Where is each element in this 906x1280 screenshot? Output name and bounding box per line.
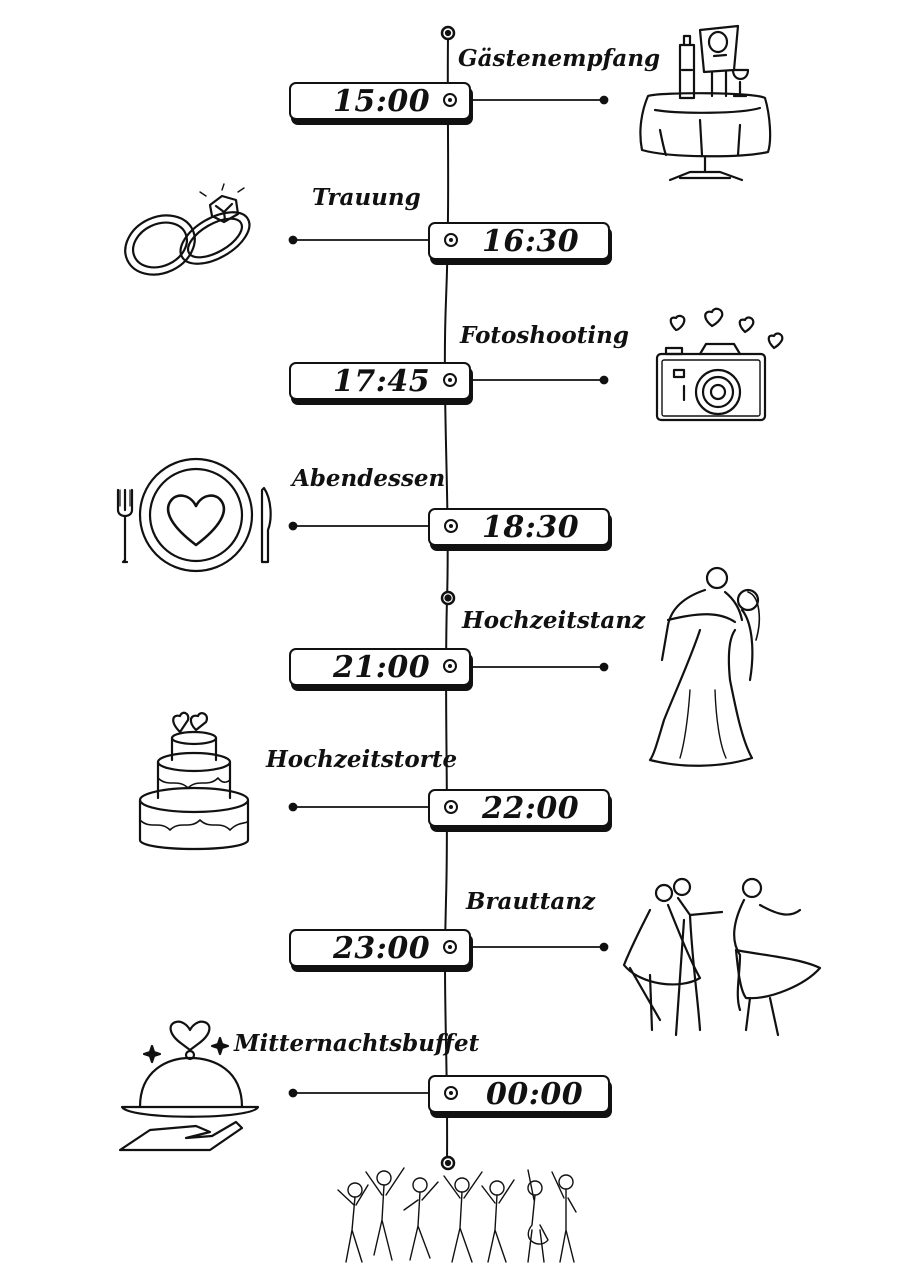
time-tag-1830: 18:30 (428, 508, 610, 546)
time-tag-2200: 22:00 (428, 789, 610, 827)
target-icon (443, 659, 457, 673)
couple-dance-icon (648, 566, 761, 767)
event-label-first-dance: Hochzeitstanz (462, 607, 646, 634)
time-value: 22:00 (482, 791, 580, 826)
time-tag-1745: 17:45 (289, 362, 471, 400)
time-value: 16:30 (482, 224, 580, 259)
target-icon (443, 373, 457, 387)
camera-icon (655, 307, 784, 422)
event-label-bride-dance: Brauttanz (466, 888, 596, 915)
target-icon (444, 233, 458, 247)
time-value: 23:00 (333, 931, 431, 966)
time-value: 00:00 (486, 1077, 584, 1112)
time-tag-0000: 00:00 (428, 1075, 610, 1113)
event-label-cake: Hochzeitstorte (266, 746, 458, 773)
target-icon (444, 1086, 458, 1100)
event-label-ceremony: Trauung (312, 184, 421, 211)
event-label-photoshoot: Fotoshooting (460, 322, 629, 349)
bride-dance-icon (622, 877, 822, 1037)
time-tag-2300: 23:00 (289, 929, 471, 967)
time-tag-1630: 16:30 (428, 222, 610, 260)
time-value: 18:30 (482, 510, 580, 545)
heart-small (669, 314, 686, 332)
time-value: 21:00 (333, 650, 431, 685)
connectors (288, 95, 609, 1098)
party-crowd-icon (337, 1167, 577, 1263)
dinner-plate-icon (116, 457, 272, 573)
event-label-midnight-buffet: Mitternachtsbuffet (234, 1030, 480, 1057)
reception-table-icon (639, 24, 772, 182)
time-value: 17:45 (333, 364, 431, 399)
target-icon (444, 519, 458, 533)
target-icon (443, 93, 457, 107)
time-tag-2100: 21:00 (289, 648, 471, 686)
event-label-dinner: Abendessen (292, 465, 446, 492)
event-label-reception: Gästenempfang (458, 45, 661, 72)
target-icon (444, 800, 458, 814)
time-value: 15:00 (333, 84, 431, 119)
wedding-cake-icon (138, 711, 250, 851)
target-icon (443, 940, 457, 954)
buffet-cloche-icon (118, 1020, 260, 1152)
wedding-rings-icon (124, 183, 251, 276)
time-tag-1500: 15:00 (289, 82, 471, 120)
